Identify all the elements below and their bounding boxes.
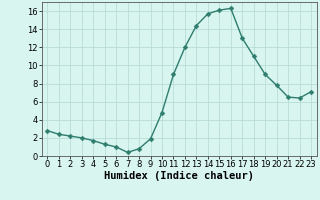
X-axis label: Humidex (Indice chaleur): Humidex (Indice chaleur) [104, 171, 254, 181]
